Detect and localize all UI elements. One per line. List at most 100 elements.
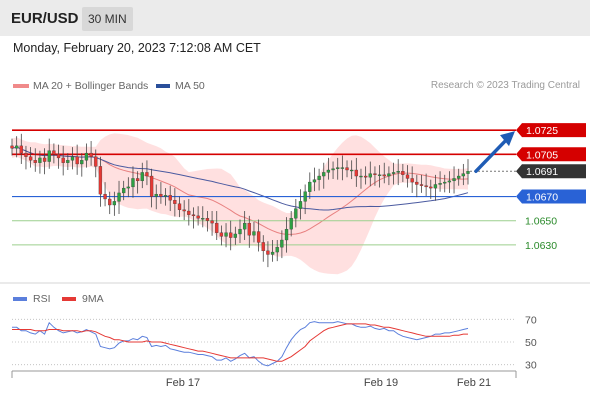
ma50-legend-swatch bbox=[156, 84, 170, 88]
candle-body bbox=[28, 156, 33, 161]
rsi-legend: RSI bbox=[33, 293, 51, 305]
candle-body bbox=[424, 185, 428, 188]
candle-body bbox=[219, 232, 224, 237]
candle-body bbox=[336, 167, 340, 169]
credit-text: Research © 2023 Trading Central bbox=[430, 80, 580, 91]
candle-body bbox=[266, 250, 270, 255]
ma-bb-legend-swatch bbox=[13, 84, 29, 88]
candle-body bbox=[196, 215, 200, 219]
rsi-tick-1: 50 bbox=[525, 337, 537, 349]
rsi-tick-2: 30 bbox=[525, 360, 537, 372]
candle-body bbox=[405, 174, 410, 179]
rsi-ma-line bbox=[12, 323, 468, 362]
candle-body bbox=[135, 178, 140, 182]
timestamp: Monday, February 20, 2023 7:12:08 AM CET bbox=[13, 41, 261, 55]
candle-body bbox=[275, 247, 279, 253]
candle-body bbox=[94, 156, 98, 167]
candle-body bbox=[284, 228, 289, 241]
forecast-arrowhead bbox=[500, 131, 515, 147]
bollinger-band bbox=[12, 133, 468, 275]
candle-body bbox=[168, 195, 172, 201]
candle-body bbox=[443, 181, 447, 184]
candle-body bbox=[429, 186, 433, 189]
candle-body bbox=[126, 186, 130, 189]
level-label-3: 1.0670 bbox=[526, 192, 558, 204]
candle-body bbox=[345, 167, 349, 171]
candle-body bbox=[215, 222, 219, 233]
candle-body bbox=[363, 175, 368, 178]
candle-body bbox=[350, 169, 354, 172]
candle-body bbox=[466, 171, 470, 174]
level-tag-2 bbox=[516, 164, 586, 179]
candle-body bbox=[233, 233, 237, 238]
candle-body bbox=[382, 174, 386, 177]
candle-body bbox=[187, 210, 191, 215]
candle-body bbox=[457, 175, 461, 179]
candle-body bbox=[163, 195, 168, 197]
candle-body bbox=[182, 209, 186, 212]
candle-body bbox=[205, 218, 210, 221]
timeframe-badge[interactable]: 30 MIN bbox=[82, 7, 133, 31]
rsi-legend-swatch bbox=[13, 297, 27, 301]
candle-body bbox=[270, 251, 275, 255]
candle-body bbox=[368, 173, 372, 178]
candle-body bbox=[340, 167, 345, 169]
candle-body bbox=[140, 172, 144, 182]
candle-body bbox=[312, 179, 317, 183]
candle-body bbox=[66, 160, 70, 163]
candle-body bbox=[112, 201, 117, 206]
x-tick-label: Feb 17 bbox=[166, 377, 200, 389]
candle-body bbox=[415, 181, 419, 185]
level-tag-1 bbox=[516, 147, 586, 162]
candle-body bbox=[294, 208, 298, 219]
level-label-2: 1.0691 bbox=[526, 166, 558, 178]
candle-body bbox=[303, 191, 307, 202]
candle-body bbox=[419, 184, 424, 186]
level-tag-0 bbox=[516, 123, 586, 138]
candle-body bbox=[224, 232, 228, 237]
candle-body bbox=[326, 169, 331, 173]
candle-body bbox=[256, 231, 261, 243]
x-tick-label: Feb 19 bbox=[364, 377, 398, 389]
candle-body bbox=[377, 174, 382, 176]
candle-body bbox=[210, 220, 214, 224]
candle-body bbox=[19, 145, 23, 154]
candle-body bbox=[447, 180, 452, 183]
candle-body bbox=[298, 201, 303, 209]
candle-body bbox=[238, 228, 242, 235]
candle-body bbox=[252, 231, 256, 236]
candle-body bbox=[80, 160, 84, 165]
ma9-legend-swatch bbox=[62, 297, 76, 301]
candle-body bbox=[75, 156, 79, 165]
candle-body bbox=[317, 175, 321, 180]
candle-body bbox=[89, 152, 93, 157]
candle-body bbox=[391, 172, 396, 174]
candle-body bbox=[461, 173, 465, 177]
candle-body bbox=[322, 172, 326, 177]
candle-body bbox=[354, 169, 358, 177]
candle-body bbox=[70, 156, 75, 161]
candle-body bbox=[38, 157, 42, 163]
candle-body bbox=[177, 203, 182, 210]
candle-body bbox=[387, 173, 391, 177]
rsi-tick-0: 70 bbox=[525, 314, 537, 326]
candle-body bbox=[433, 184, 438, 189]
candle-body bbox=[173, 200, 177, 204]
candle-body bbox=[122, 187, 126, 194]
candle-body bbox=[159, 193, 163, 197]
forecast-arrow bbox=[474, 138, 508, 173]
level-tag-3 bbox=[516, 189, 586, 204]
ma50-legend: MA 50 bbox=[175, 80, 205, 92]
candle-body bbox=[145, 172, 149, 177]
candle-body bbox=[149, 175, 154, 197]
candle-body bbox=[247, 222, 251, 236]
candle-body bbox=[154, 193, 158, 197]
candle-body bbox=[24, 152, 28, 157]
candle-body bbox=[401, 171, 405, 175]
candle-body bbox=[289, 218, 293, 230]
candle-body bbox=[131, 178, 135, 188]
candle-body bbox=[56, 154, 61, 159]
candle-body bbox=[438, 183, 442, 185]
candle-body bbox=[243, 222, 247, 230]
